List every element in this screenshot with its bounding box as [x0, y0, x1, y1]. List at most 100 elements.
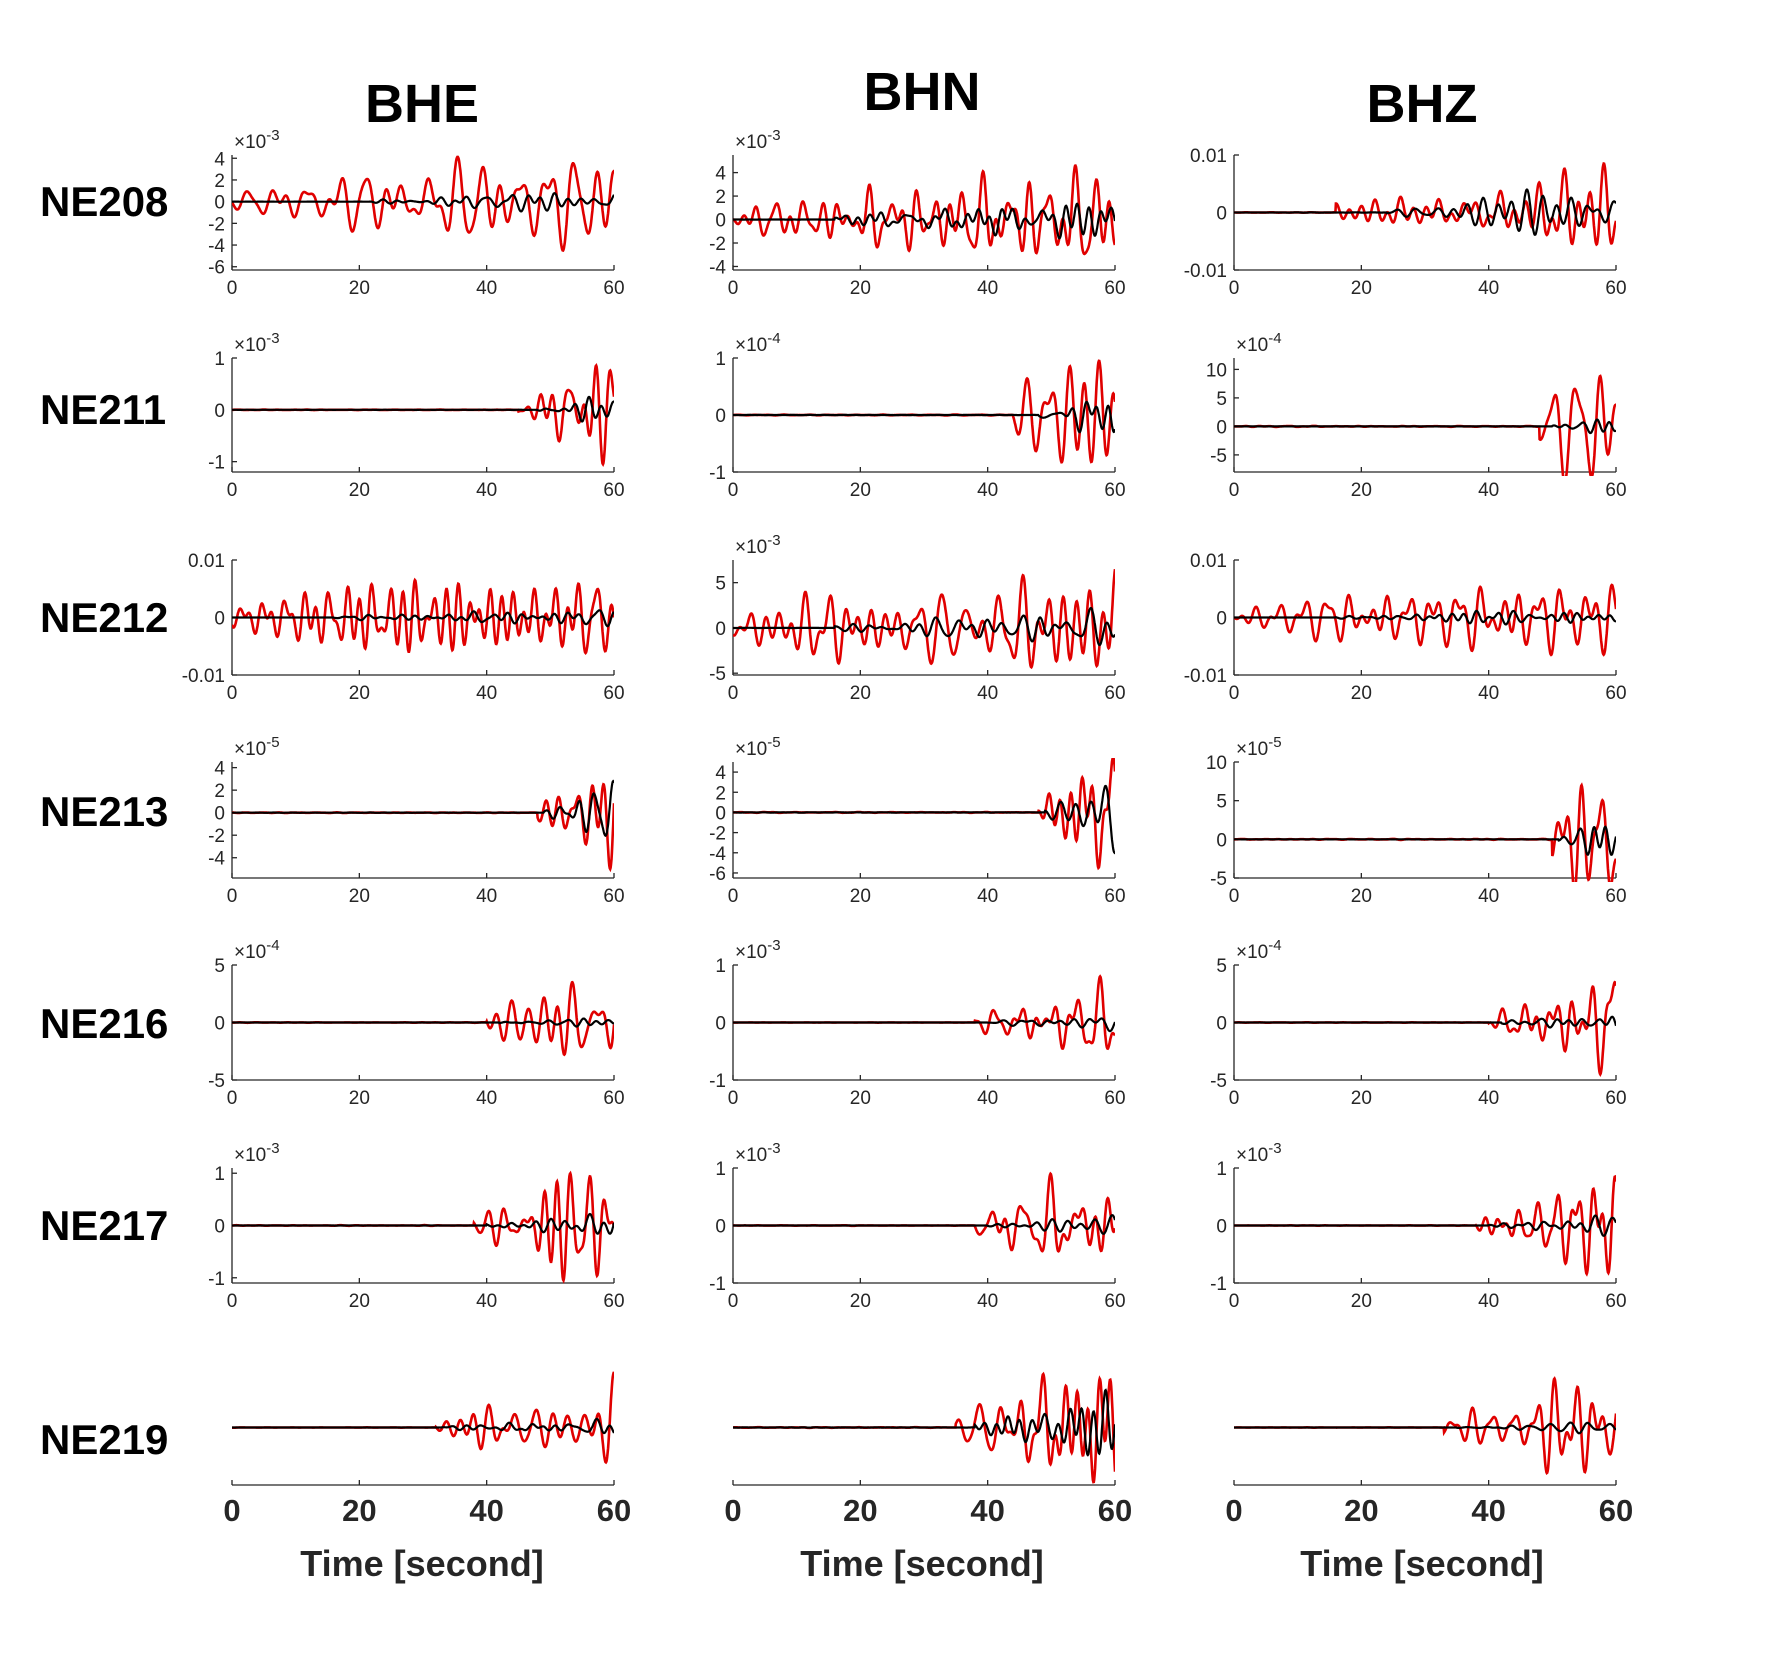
y-tick-label: 1: [214, 349, 225, 370]
red-waveform-line: [232, 155, 614, 252]
y-tick-label: -2: [709, 824, 726, 845]
x-tick-label: 40: [977, 278, 998, 299]
black-waveform-line: [733, 1388, 1115, 1457]
y-tick-label: -0.01: [1184, 261, 1227, 282]
x-tick-label: 0: [223, 1493, 240, 1528]
red-waveform-line: [232, 980, 614, 1057]
x-tick-label: 0: [728, 886, 739, 907]
x-tick-label: 0: [1229, 886, 1240, 907]
y-tick-label: 0: [214, 609, 225, 630]
y-tick-label: -1: [208, 1269, 225, 1290]
y-exponent-label: ×10-3: [234, 127, 280, 153]
y-tick-label: -5: [709, 664, 726, 685]
row-label-ne219: NE219: [40, 1416, 168, 1463]
x-tick-label: 60: [1605, 480, 1626, 501]
y-tick-label: -5: [208, 1071, 225, 1092]
y-tick-label: 0: [1216, 609, 1227, 630]
red-waveform-line: [1234, 583, 1616, 657]
x-axis-label-bhe: Time [second]: [300, 1543, 543, 1584]
y-tick-label: 2: [715, 783, 726, 804]
y-exponent-label: ×10-5: [1236, 734, 1282, 760]
x-tick-label: 40: [476, 1291, 497, 1312]
x-tick-label: 20: [850, 1291, 871, 1312]
row-label-ne208: NE208: [40, 178, 168, 225]
y-tick-label: 0: [214, 1217, 225, 1238]
y-tick-label: 0: [1216, 830, 1227, 851]
y-tick-label: -1: [709, 1274, 726, 1295]
x-tick-label: 60: [603, 480, 624, 501]
black-waveform-line: [1234, 1421, 1616, 1435]
black-waveform-line: [733, 202, 1115, 240]
y-tick-label: 5: [1216, 389, 1227, 410]
y-tick-label: 4: [715, 763, 726, 784]
x-tick-label: 20: [1351, 278, 1372, 299]
red-waveform-line: [733, 568, 1115, 670]
y-tick-label: -2: [709, 234, 726, 255]
y-tick-label: 1: [1216, 1159, 1227, 1180]
x-tick-label: 20: [1344, 1493, 1378, 1528]
y-tick-label: 0: [214, 401, 225, 422]
y-tick-label: 0: [715, 1014, 726, 1035]
y-tick-label: -2: [208, 826, 225, 847]
y-tick-label: -5: [1210, 446, 1227, 467]
y-tick-label: -0.01: [1184, 666, 1227, 687]
x-tick-label: 40: [1478, 1088, 1499, 1109]
black-waveform-line: [232, 395, 614, 423]
panel-ne219-bhz: 0 20 40 60: [1225, 1376, 1633, 1528]
x-tick-label: 40: [977, 1088, 998, 1109]
x-tick-label: 40: [476, 1088, 497, 1109]
x-tick-label: 60: [603, 278, 624, 299]
row-label-ne211: NE211: [40, 386, 166, 433]
black-waveform-line: [733, 1017, 1115, 1033]
x-tick-label: 0: [227, 1088, 238, 1109]
x-axis-labels: Time [second] Time [second] Time [second…: [300, 1543, 1543, 1584]
x-tick-label: 0: [728, 683, 739, 704]
y-tick-label: 0: [715, 406, 726, 427]
y-tick-label: 4: [214, 759, 225, 780]
black-waveform-line: [232, 1212, 614, 1235]
x-tick-label: 40: [1471, 1493, 1505, 1528]
column-title-bhn: BHN: [864, 62, 981, 122]
y-tick-label: 0.01: [1190, 146, 1227, 167]
x-tick-label: 20: [349, 683, 370, 704]
y-tick-label: 0.01: [188, 551, 225, 572]
y-exponent-label: ×10-4: [1236, 937, 1282, 963]
y-tick-label: 5: [715, 574, 726, 595]
y-tick-label: 5: [1216, 956, 1227, 977]
y-exponent-label: ×10-4: [234, 937, 280, 963]
x-tick-label: 60: [597, 1493, 631, 1528]
y-exponent-label: ×10-3: [1236, 1140, 1282, 1166]
x-tick-label: 40: [977, 683, 998, 704]
y-tick-label: -5: [1210, 1071, 1227, 1092]
y-tick-label: 2: [715, 187, 726, 208]
y-tick-label: 5: [214, 956, 225, 977]
black-waveform-line: [1234, 1015, 1616, 1029]
x-tick-label: 60: [603, 1291, 624, 1312]
x-tick-label: 60: [1605, 278, 1626, 299]
y-tick-label: 1: [715, 956, 726, 977]
y-tick-label: 0: [1216, 1014, 1227, 1035]
y-tick-label: -1: [1210, 1274, 1227, 1295]
x-tick-label: 20: [843, 1493, 877, 1528]
x-tick-label: 60: [1104, 1088, 1125, 1109]
red-waveform-line: [733, 164, 1115, 256]
x-tick-label: 40: [469, 1493, 503, 1528]
x-tick-label: 40: [970, 1493, 1004, 1528]
x-axis-label-bhz: Time [second]: [1300, 1543, 1543, 1584]
panel-ne212-bhe: 0 20 40 600.010-0.01: [182, 551, 625, 704]
y-tick-label: -6: [208, 258, 225, 279]
y-tick-label: 0: [1216, 1217, 1227, 1238]
y-exponent-label: ×10-4: [735, 330, 781, 356]
y-tick-label: 4: [214, 149, 225, 170]
x-tick-label: 0: [227, 480, 238, 501]
x-tick-label: 60: [1605, 683, 1626, 704]
y-tick-label: 10: [1206, 360, 1227, 381]
